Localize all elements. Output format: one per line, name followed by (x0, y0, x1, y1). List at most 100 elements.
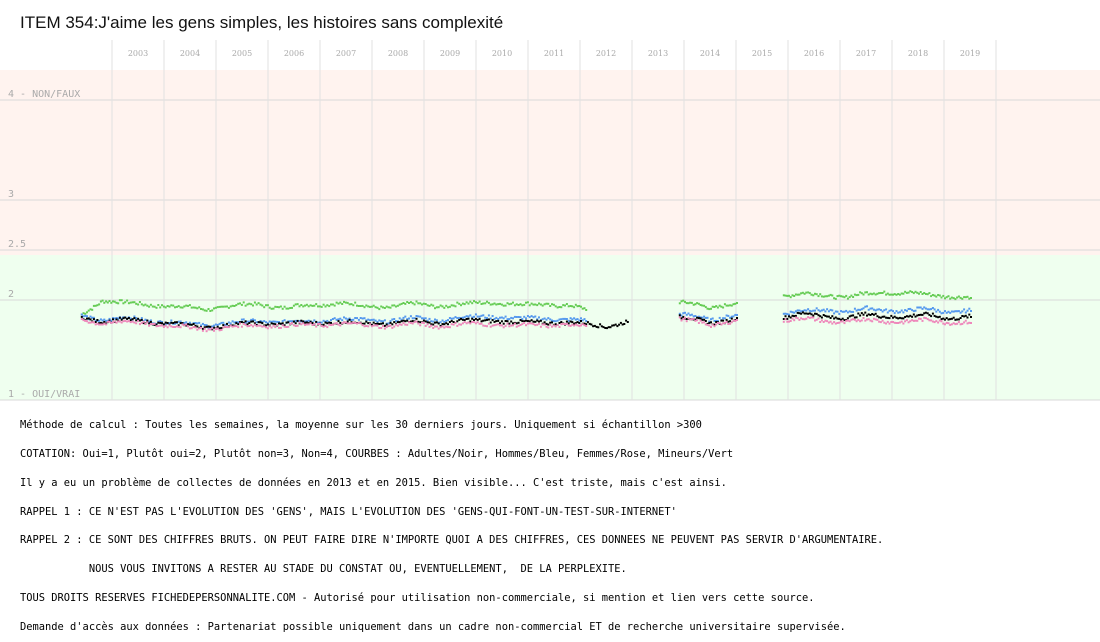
data-point (966, 322, 969, 325)
data-point (580, 317, 582, 320)
data-point (452, 304, 455, 307)
data-point (504, 324, 507, 327)
data-point (359, 322, 362, 325)
data-point (278, 322, 280, 325)
series (80, 316, 972, 333)
data-point (448, 321, 451, 323)
data-point (911, 309, 914, 312)
background-band (0, 255, 1100, 400)
data-point (905, 319, 908, 322)
data-point (272, 320, 275, 323)
data-point (800, 310, 803, 313)
data-point (382, 322, 384, 325)
data-point (836, 310, 839, 313)
data-point (904, 309, 907, 312)
data-point (508, 303, 511, 306)
data-point (434, 321, 436, 324)
data-point (838, 294, 841, 297)
data-point (512, 322, 514, 325)
data-point (357, 305, 360, 307)
data-point (393, 318, 396, 320)
data-point (166, 326, 169, 329)
data-point (110, 319, 113, 322)
data-point (850, 314, 853, 317)
data-point (315, 325, 318, 328)
data-point (413, 317, 416, 320)
data-point (175, 325, 178, 328)
note-line: Il y a eu un problème de collectes de do… (20, 476, 727, 489)
data-point (285, 326, 288, 328)
data-point (226, 322, 228, 325)
y-tick-label: 4 - NON/FAUX (8, 89, 80, 100)
data-point (159, 320, 162, 323)
data-point (689, 318, 692, 321)
data-point (715, 323, 718, 326)
data-point (585, 325, 588, 327)
data-point (791, 311, 794, 314)
data-point (151, 305, 154, 308)
data-point (237, 302, 240, 305)
data-point (155, 325, 158, 328)
data-point (720, 323, 723, 326)
data-point (179, 306, 182, 309)
data-point (862, 313, 865, 316)
data-point (200, 324, 202, 327)
data-point (374, 306, 377, 309)
data-point (822, 321, 825, 323)
data-point (458, 316, 461, 319)
data-point (255, 325, 258, 328)
x-tick-label: 2006 (284, 49, 304, 58)
data-point (815, 312, 818, 315)
data-point (595, 325, 598, 328)
data-point (796, 309, 799, 312)
data-point (380, 305, 383, 308)
data-point (346, 320, 349, 323)
data-point (140, 321, 143, 324)
data-point (417, 315, 420, 318)
data-point (843, 310, 846, 313)
data-point (945, 317, 948, 320)
data-point (157, 320, 160, 323)
data-point (320, 321, 323, 324)
data-point (382, 320, 384, 323)
data-point (684, 300, 686, 303)
data-point (250, 318, 253, 321)
data-point (296, 303, 299, 306)
data-point (101, 299, 104, 302)
note-line: RAPPEL 2 : CE SONT DES CHIFFRES BRUTS. O… (20, 534, 884, 547)
data-point (84, 314, 87, 317)
data-point (263, 325, 266, 328)
data-point (528, 320, 531, 323)
data-point (836, 295, 839, 298)
data-point (82, 312, 85, 315)
data-point (343, 321, 345, 324)
data-point (311, 322, 314, 324)
data-point (716, 322, 719, 324)
data-point (174, 326, 176, 328)
data-point (866, 305, 868, 308)
data-point (796, 293, 799, 296)
data-point (826, 308, 829, 311)
data-point (551, 321, 553, 324)
data-point (710, 326, 712, 328)
data-point (248, 325, 251, 327)
data-point (562, 322, 565, 325)
data-point (947, 318, 950, 321)
data-point (482, 324, 485, 327)
data-point (380, 322, 383, 325)
data-point (441, 325, 444, 328)
data-point (432, 304, 435, 307)
data-point (138, 301, 141, 303)
data-point (480, 303, 483, 305)
data-point (326, 326, 329, 329)
data-point (187, 323, 189, 326)
data-point (571, 321, 574, 324)
data-point (272, 324, 275, 327)
data-point (968, 313, 971, 316)
data-point (278, 321, 280, 324)
data-point (471, 317, 474, 320)
data-point (824, 319, 827, 322)
data-point (808, 292, 811, 295)
data-point (912, 292, 915, 295)
data-point (571, 318, 574, 321)
